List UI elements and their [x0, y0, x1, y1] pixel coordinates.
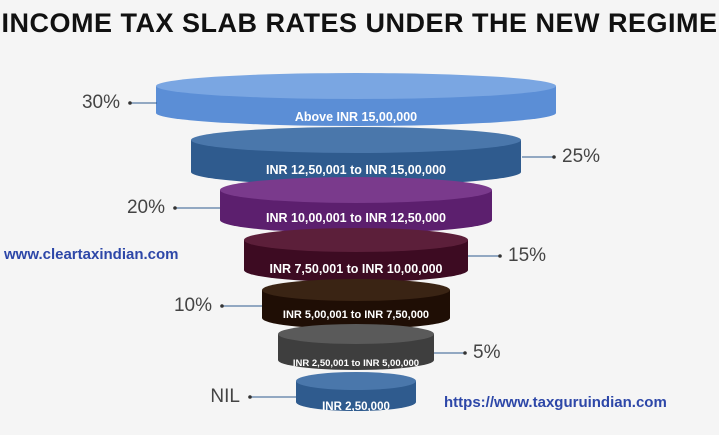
watermark-right: https://www.taxguruindian.com: [444, 394, 667, 411]
slab-2: INR 12,50,001 to INR 15,00,000 25%: [191, 127, 600, 185]
slab-top: [244, 228, 468, 252]
slab-label: INR 7,50,001 to INR 10,00,000: [269, 262, 442, 276]
slab-body: [244, 240, 468, 282]
slab-top: [278, 324, 434, 344]
slab-label: Above INR 15,00,000: [295, 110, 417, 124]
slab-3: INR 10,00,001 to INR 12,50,000 20%: [127, 177, 492, 233]
slab-label: INR 10,00,001 to INR 12,50,000: [266, 211, 446, 225]
slab-rate: 20%: [127, 197, 165, 218]
slab-rate: 10%: [174, 295, 212, 316]
slab-top: [156, 73, 556, 99]
slab-top: [220, 177, 492, 203]
rate-connector-dot: [552, 155, 556, 159]
slab-label: INR 5,00,001 to INR 7,50,000: [283, 309, 429, 321]
slab-body: [278, 334, 434, 370]
rate-connector-dot: [128, 101, 132, 105]
slab-1: Above INR 15,00,000 30%: [82, 73, 556, 126]
slab-6: INR 2,50,001 to INR 5,00,000 5%: [278, 324, 501, 370]
slab-top: [296, 372, 416, 390]
rate-connector-dot: [498, 254, 502, 258]
rate-connector-dot: [248, 395, 252, 399]
slab-top: [191, 127, 521, 153]
slab-rate: 15%: [508, 245, 546, 266]
page-title: INCOME TAX SLAB RATES UNDER THE NEW REGI…: [1, 8, 718, 38]
slab-top: [262, 279, 450, 301]
watermark-left: www.cleartaxindian.com: [4, 246, 179, 263]
slab-label: INR 12,50,001 to INR 15,00,000: [266, 163, 446, 177]
rate-connector-dot: [220, 304, 224, 308]
slab-rate: 25%: [562, 146, 600, 167]
slab-4: INR 7,50,001 to INR 10,00,000 15%: [244, 228, 546, 282]
slab-rate: NIL: [210, 386, 240, 407]
slab-rate: 5%: [473, 342, 501, 363]
rate-connector-dot: [173, 206, 177, 210]
slab-7: INR 2,50,000 NIL: [210, 372, 416, 413]
slab-label: INR 2,50,000: [322, 401, 390, 413]
slab-body: [262, 290, 450, 329]
slab-label: INR 2,50,001 to INR 5,00,000: [293, 358, 419, 369]
slab-rate: 30%: [82, 92, 120, 113]
rate-connector-dot: [463, 351, 467, 355]
slab-5: INR 5,00,001 to INR 7,50,000 10%: [174, 279, 450, 329]
